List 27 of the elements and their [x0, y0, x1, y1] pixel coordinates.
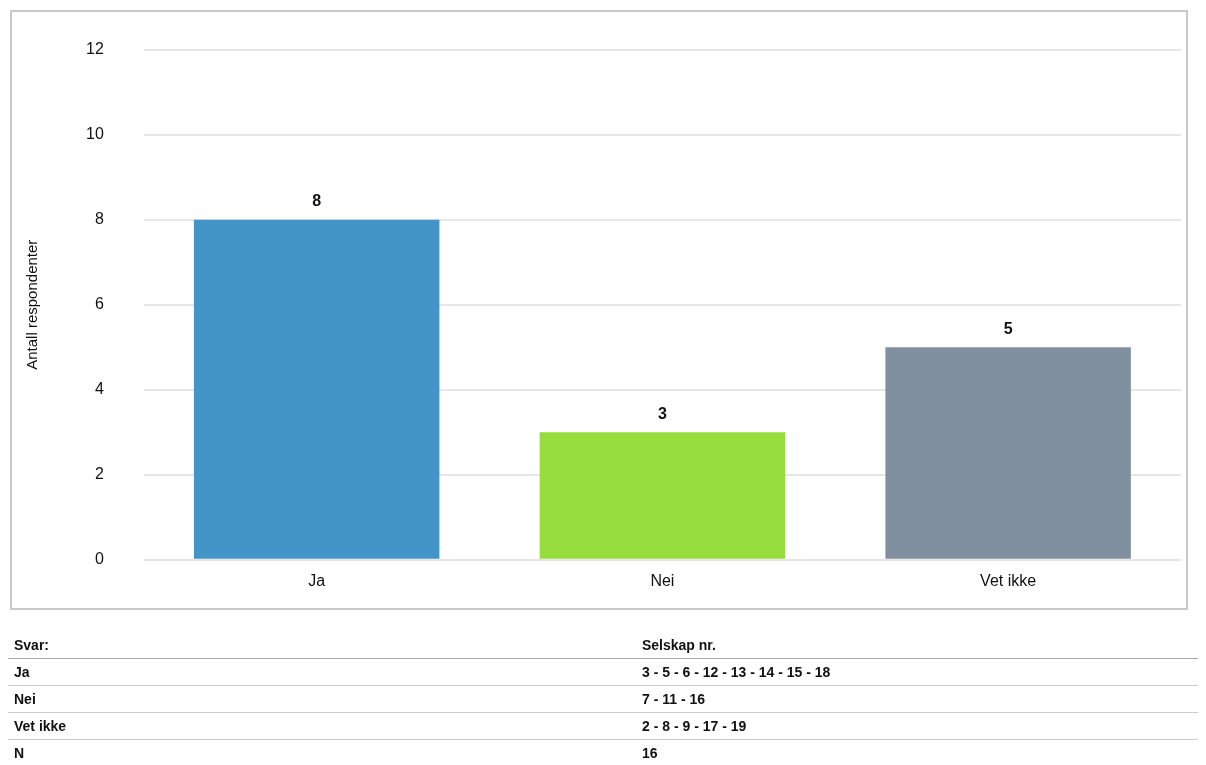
- text: Svar:: [13, 637, 51, 653]
- text: 3 - 5 - 6 - 12 - 13 - 14 - 15 - 18: [642, 664, 831, 680]
- text: N: [13, 745, 26, 761]
- text: Nei: [13, 691, 37, 707]
- y-tick-label: 0: [94, 550, 104, 568]
- data-label: 3: [657, 404, 667, 422]
- x-tick-label: Ja: [308, 571, 326, 589]
- text: Ja: [13, 664, 31, 680]
- bar: [539, 432, 786, 559]
- text: 7 - 11 - 16: [642, 691, 706, 707]
- y-tick-label: 4: [94, 380, 104, 398]
- y-axis-title: Antall respondenter: [23, 239, 41, 370]
- y-tick-label: 6: [94, 295, 104, 313]
- bar: [885, 347, 1131, 559]
- bar: [193, 219, 440, 559]
- text: Selskap nr.: [642, 637, 716, 653]
- x-tick-label: Nei: [650, 571, 675, 589]
- y-tick-label: 2: [94, 465, 104, 483]
- y-tick-label: 12: [86, 40, 104, 58]
- text: 16: [642, 745, 658, 761]
- data-label: 8: [312, 192, 322, 210]
- y-tick-label: 8: [94, 210, 104, 228]
- y-tick-label: 10: [86, 125, 104, 143]
- x-tick-label: Vet ikke: [980, 571, 1037, 589]
- text: Vet ikke: [13, 718, 68, 734]
- data-label: 5: [1003, 319, 1013, 337]
- text: 2 - 8 - 9 - 17 - 19: [642, 718, 747, 734]
